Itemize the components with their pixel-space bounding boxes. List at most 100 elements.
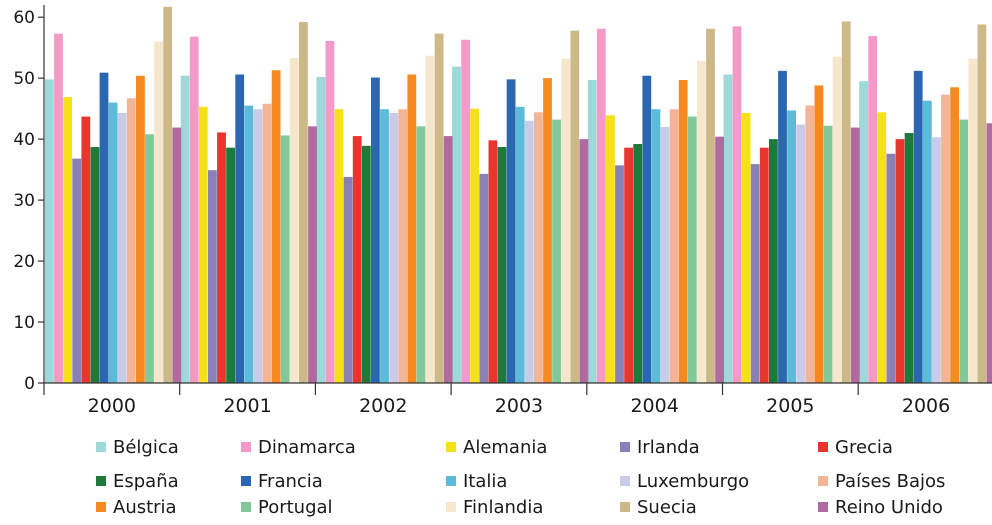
legend-item: Bélgica <box>96 437 179 458</box>
bar-irlanda-2005 <box>750 164 760 383</box>
bar-portugal-2005 <box>823 125 833 383</box>
legend-swatch <box>241 502 251 512</box>
bar-italia-2004 <box>651 109 661 383</box>
x-category-label: 2000 <box>88 395 136 417</box>
bar-italia-2002 <box>380 109 389 383</box>
bar-dinamarca-2006 <box>868 36 878 384</box>
legend-label: Dinamarca <box>258 437 356 458</box>
legend-swatch <box>241 442 251 452</box>
bar-suecia-2006 <box>977 24 987 383</box>
y-tick-label: 30 <box>13 191 35 211</box>
y-tick-label: 20 <box>13 252 35 272</box>
bar-reino-unido-2005 <box>850 127 860 383</box>
bar-suecia-2000 <box>163 6 173 384</box>
bar-grecia-2006 <box>895 139 905 383</box>
legend-item: Países Bajos <box>818 471 945 492</box>
bar-grecia-2005 <box>759 147 769 383</box>
bar-italia-2005 <box>787 110 796 383</box>
bar-bélgica-2005 <box>723 74 733 383</box>
x-axis: 2000 2001 2002 2003 2004 2005 2006 <box>43 382 992 417</box>
bar-países-bajos-2001 <box>262 103 272 384</box>
bar-luxemburgo-2000 <box>117 112 127 383</box>
legend-swatch <box>620 442 630 452</box>
bar-bélgica-2001 <box>180 75 190 383</box>
bar-portugal-2006 <box>959 119 969 384</box>
legend-label: Alemania <box>463 437 547 458</box>
legend-label: Reino Unido <box>835 497 943 518</box>
legend-label: Países Bajos <box>835 471 945 492</box>
bar-austria-2006 <box>950 87 959 383</box>
bar-dinamarca-2005 <box>732 26 742 384</box>
bar-dinamarca-2000 <box>54 33 63 384</box>
legend-item: Reino Unido <box>818 497 943 518</box>
bar-suecia-2002 <box>434 33 444 384</box>
bar-austria-2001 <box>271 70 281 384</box>
bar-italia-2000 <box>108 102 118 384</box>
bar-luxemburgo-2003 <box>524 120 534 383</box>
legend-label: Finlandia <box>463 497 543 518</box>
x-category-label: 2004 <box>630 395 678 417</box>
legend-item: Alemania <box>446 437 547 458</box>
bar-francia-2000 <box>99 72 109 384</box>
legend-item: Finlandia <box>446 497 543 518</box>
legend-label: Austria <box>113 497 177 518</box>
legend-swatch <box>96 476 106 486</box>
bar-bélgica-2004 <box>587 79 597 384</box>
bar-dinamarca-2002 <box>325 40 335 383</box>
bar-reino-unido-2006 <box>986 123 992 383</box>
legend-swatch <box>818 476 828 486</box>
x-category-label: 2002 <box>359 395 407 417</box>
bar-alemania-2001 <box>198 106 208 383</box>
y-tick-label: 50 <box>13 69 35 89</box>
bar-suecia-2004 <box>706 28 715 384</box>
legend-label: España <box>113 471 179 492</box>
bar-alemania-2005 <box>741 112 751 383</box>
bar-portugal-2003 <box>552 119 561 384</box>
legend-label: Grecia <box>835 437 893 458</box>
bar-finlandia-2001 <box>289 58 299 383</box>
bar-bélgica-2006 <box>859 81 868 384</box>
bar-países-bajos-2002 <box>398 109 408 383</box>
bar-alemania-2006 <box>877 112 887 384</box>
bar-luxemburgo-2001 <box>253 109 263 383</box>
bar-españa-2000 <box>90 147 100 383</box>
bar-austria-2002 <box>407 74 417 383</box>
bar-países-bajos-2000 <box>126 98 136 383</box>
bar-reino-unido-2004 <box>715 136 724 383</box>
bar-países-bajos-2003 <box>534 112 543 384</box>
bar-alemania-2000 <box>63 97 72 383</box>
bar-españa-2001 <box>226 147 235 383</box>
bar-españa-2006 <box>904 133 914 383</box>
bar-francia-2001 <box>235 74 245 383</box>
bar-países-bajos-2006 <box>941 94 950 384</box>
bar-bélgica-2002 <box>316 76 326 383</box>
bar-dinamarca-2001 <box>189 36 199 383</box>
bar-francia-2002 <box>371 77 380 384</box>
legend-label: Irlanda <box>637 437 700 458</box>
legend-item: Dinamarca <box>241 437 356 458</box>
bar-luxemburgo-2006 <box>932 137 941 383</box>
legend-label: Francia <box>258 471 323 492</box>
x-category-label: 2005 <box>766 395 814 417</box>
legend-label: Suecia <box>637 497 697 518</box>
legend-item: Suecia <box>620 497 697 518</box>
bar-francia-2006 <box>913 70 923 383</box>
bar-finlandia-2000 <box>154 41 163 383</box>
bar-grecia-2000 <box>81 116 91 383</box>
legend-swatch <box>818 502 828 512</box>
bar-irlanda-2002 <box>343 176 353 383</box>
bar-italia-2003 <box>515 106 525 383</box>
bar-irlanda-2001 <box>208 170 217 383</box>
legend-swatch <box>96 502 106 512</box>
bar-dinamarca-2003 <box>461 39 470 383</box>
bar-italia-2006 <box>922 100 932 383</box>
bar-italia-2001 <box>244 105 254 383</box>
y-tick-label: 40 <box>13 130 35 150</box>
bar-suecia-2005 <box>841 21 851 384</box>
bar-suecia-2001 <box>299 22 308 383</box>
legend: Bélgica Dinamarca Alemania Irlanda Grecia Esp… <box>96 437 945 518</box>
bar-reino-unido-2001 <box>308 126 317 383</box>
bar-finlandia-2006 <box>968 58 978 384</box>
legend-swatch <box>446 442 456 452</box>
